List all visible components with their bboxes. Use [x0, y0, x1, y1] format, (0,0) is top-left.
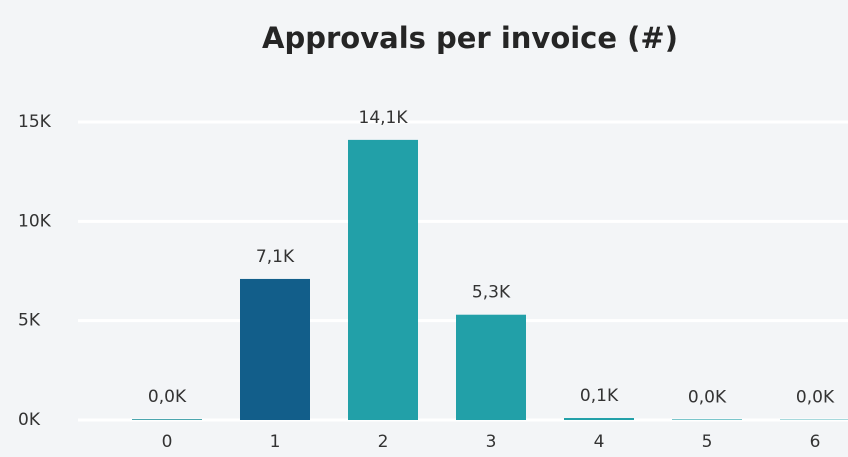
- data-label: 0,0K: [796, 388, 835, 408]
- x-tick-label: 4: [594, 432, 605, 452]
- x-tick-label: 0: [162, 432, 173, 452]
- bar: [240, 278, 310, 420]
- bar: [564, 418, 634, 420]
- y-tick-label: 10K: [18, 211, 52, 231]
- y-tick-label: 15K: [18, 112, 52, 132]
- data-label: 5,3K: [472, 283, 511, 303]
- data-label: 14,1K: [359, 108, 409, 128]
- x-tick-label: 6: [810, 432, 821, 452]
- chart-title: Approvals per invoice (#): [262, 21, 678, 55]
- y-tick-label: 5K: [18, 311, 41, 331]
- bar: [132, 419, 202, 420]
- data-label: 0,0K: [148, 387, 187, 407]
- data-label: 0,1K: [580, 386, 619, 406]
- x-tick-label: 2: [378, 432, 389, 452]
- x-tick-label: 3: [486, 432, 497, 452]
- bar: [672, 419, 742, 420]
- bar: [348, 139, 418, 420]
- x-tick-label: 5: [702, 432, 713, 452]
- data-label: 7,1K: [256, 247, 295, 267]
- data-label: 0,0K: [688, 387, 727, 407]
- x-tick-label: 1: [270, 432, 281, 452]
- y-tick-label: 0K: [18, 410, 41, 430]
- bar: [456, 314, 526, 420]
